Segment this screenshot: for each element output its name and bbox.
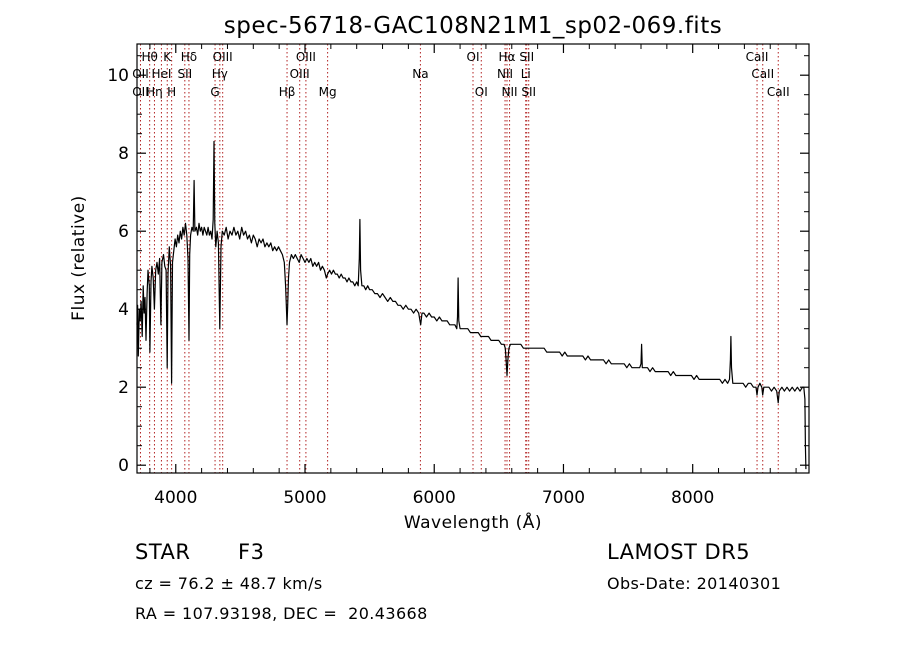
spectral-line-label: Hα [499, 50, 516, 64]
y-tick-label: 4 [118, 300, 129, 320]
spectral-line-label: HeI [151, 67, 171, 81]
spectral-line-label: Hη [146, 85, 163, 99]
coordinates: RA = 107.93198, DEC = 20.43668 [135, 604, 428, 623]
spectral-line-label: SII [519, 50, 534, 64]
spectral-line-label: CaII [767, 85, 790, 99]
object-class: STAR [135, 540, 191, 564]
spectral-line-markers [139, 44, 779, 473]
x-tick-label: 7000 [542, 488, 585, 508]
spectral-line-label: Hγ [212, 67, 228, 81]
spectral-line-label: OI [467, 50, 480, 64]
y-tick-label: 8 [118, 144, 129, 164]
spectral-line-label: Na [412, 67, 428, 81]
object-subclass: F3 [238, 540, 265, 564]
spectral-line-label: Hδ [181, 50, 197, 64]
redshift-value: cz = 76.2 ± 48.7 km/s [135, 574, 323, 593]
spectrum-line [136, 140, 807, 470]
spectral-line-label: NII [497, 67, 513, 81]
y-tick-label: 0 [118, 456, 129, 476]
spectral-line-label: OII [132, 67, 149, 81]
x-tick-label: 5000 [283, 488, 326, 508]
spectral-line-label: SII [521, 85, 536, 99]
y-tick-label: 6 [118, 222, 129, 242]
y-axis-label: Flux (relative) [69, 195, 89, 321]
spectral-line-label: Li [521, 67, 531, 81]
y-axis: 0 2 4 6 8 10 [107, 55, 809, 476]
spectral-line-label: CaII [746, 50, 769, 64]
spectral-line-label: G [210, 85, 219, 99]
spectral-line-label: K [163, 50, 172, 64]
spectral-line-label: NII [502, 85, 518, 99]
survey-name: LAMOST DR5 [607, 540, 751, 564]
spectral-line-label: OIII [296, 50, 316, 64]
spectral-line-label: OIII [290, 67, 310, 81]
x-tick-label: 8000 [671, 488, 714, 508]
spectral-line-label: OI [475, 85, 488, 99]
obs-date: Obs-Date: 20140301 [607, 574, 782, 593]
spectral-line-label: Hθ [141, 50, 157, 64]
x-axis: 4000 5000 6000 7000 8000 [149, 44, 797, 508]
y-tick-label: 2 [118, 378, 129, 398]
spectral-line-label: Hβ [279, 85, 296, 99]
spectral-line-label: CaII [751, 67, 774, 81]
spectral-line-label: OII [132, 85, 149, 99]
chart-title: spec-56718-GAC108N21M1_sp02-069.fits [224, 13, 722, 39]
spectral-line-label: OIII [213, 50, 233, 64]
spectral-line-label: SII [177, 67, 192, 81]
spectral-line-label: H [167, 85, 176, 99]
x-tick-label: 6000 [413, 488, 456, 508]
x-tick-label: 4000 [154, 488, 197, 508]
y-tick-label: 10 [107, 66, 129, 86]
plot-frame [136, 43, 810, 474]
x-axis-label: Wavelength (Å) [404, 511, 542, 533]
spectral-line-label: Mg [319, 85, 337, 99]
spectral-line-labels: OIIOIIHθHηHeIKHSIIHδGHγOIIIHβOIIIOIIIMgN… [132, 50, 789, 99]
